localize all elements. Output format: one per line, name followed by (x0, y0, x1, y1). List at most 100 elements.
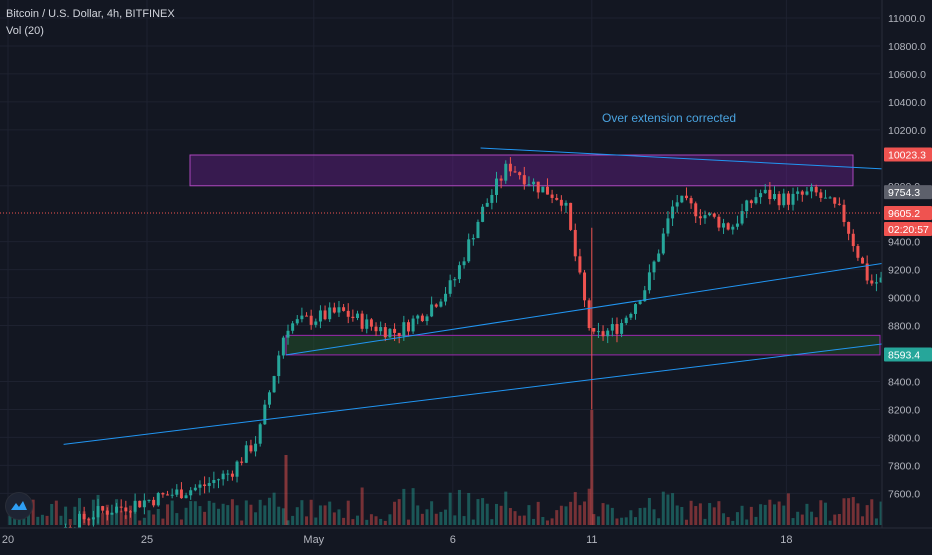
volume-bar (50, 504, 53, 525)
candle-body (708, 213, 711, 215)
candle-body (578, 256, 581, 272)
candle-body (291, 323, 294, 330)
candle-body (782, 194, 785, 206)
candle-body (574, 230, 577, 256)
volume-bar (203, 512, 206, 525)
volume-bar (731, 521, 734, 525)
volume-bar (134, 503, 137, 525)
volume-bar (866, 505, 869, 525)
volume-bar (69, 519, 72, 525)
candle-body (615, 324, 618, 334)
volume-bar (324, 505, 327, 525)
x-tick-label: 18 (780, 534, 792, 546)
candle-body (268, 392, 271, 404)
candle-body (736, 224, 739, 227)
candle-body (393, 329, 396, 333)
candle-body (101, 506, 104, 511)
candle-body (592, 328, 595, 332)
tradingview-logo-icon (5, 492, 33, 520)
support-zone (286, 335, 880, 355)
candle-body (490, 195, 493, 203)
volume-bar (495, 504, 498, 525)
candle-body (653, 262, 656, 273)
candle-body (523, 175, 526, 184)
volume-bar (625, 517, 628, 525)
volume-bar (546, 520, 549, 525)
volume-bar (773, 504, 776, 525)
candle-body (495, 179, 498, 195)
volume-bar (704, 519, 707, 525)
volume-bar (764, 505, 767, 525)
candle-body (282, 338, 285, 356)
candle-body (671, 207, 674, 219)
volume-bar (467, 493, 470, 525)
volume-bar (824, 503, 827, 525)
candle-body (611, 324, 614, 331)
volume-bar (245, 500, 248, 525)
candle-body (694, 203, 697, 216)
candle-body (421, 316, 424, 321)
candle-body (727, 223, 730, 229)
volume-bar (157, 509, 160, 525)
volume-bar (759, 504, 762, 525)
volume-bar (741, 506, 744, 525)
candle-body (171, 495, 174, 496)
volume-bar (236, 505, 239, 525)
volume-bar (310, 500, 313, 525)
volume-bar (792, 518, 795, 525)
candle-body (565, 203, 568, 206)
volume-bar (73, 507, 76, 525)
candle-body (458, 265, 461, 279)
volume-bar (666, 495, 669, 525)
candle-body (527, 184, 530, 185)
volume-bar (208, 501, 211, 525)
volume-bar (690, 501, 693, 525)
volume-bar (861, 516, 864, 525)
volume-bar (590, 410, 593, 525)
volume-bar (476, 499, 479, 525)
volume-bar (106, 505, 109, 525)
candle-body (815, 187, 818, 192)
candle-body (551, 195, 554, 198)
volume-bar (444, 510, 447, 525)
candle-body (514, 171, 517, 172)
candle-body (347, 311, 350, 317)
candle-body (449, 280, 452, 294)
volume-bar (727, 517, 730, 525)
volume-bar (166, 504, 169, 525)
volume-bar (78, 498, 81, 525)
volume-bar (124, 515, 127, 525)
volume-bar (486, 504, 489, 525)
candle-body (444, 294, 447, 302)
volume-bar (171, 501, 174, 525)
candle-body (824, 198, 827, 199)
candle-body (852, 234, 855, 246)
volume-bar (810, 512, 813, 525)
volume-bar (671, 493, 674, 525)
volume-bar (856, 503, 859, 525)
candle-body (236, 462, 239, 477)
price-badge-label: 02:20:57 (888, 224, 929, 236)
candle-body (426, 316, 429, 321)
y-tick-label: 8200.0 (888, 404, 920, 416)
volume-indicator-label[interactable]: Vol (20) (6, 25, 44, 37)
candle-body (430, 304, 433, 316)
candle-body (333, 307, 336, 312)
candle-body (759, 193, 762, 197)
volume-bar (523, 516, 526, 525)
candle-body (375, 327, 378, 332)
candle-body (472, 238, 475, 239)
candle-body (152, 500, 155, 505)
symbol-title[interactable]: Bitcoin / U.S. Dollar, 4h, BITFINEX (6, 8, 175, 20)
volume-bar (750, 507, 753, 525)
candle-body (324, 310, 327, 319)
candle-body (240, 462, 243, 463)
volume-bar (583, 501, 586, 525)
candle-body (388, 329, 391, 337)
volume-bar (97, 495, 100, 525)
candle-body (310, 316, 313, 325)
candle-body (713, 213, 716, 216)
volume-bar (83, 511, 86, 525)
